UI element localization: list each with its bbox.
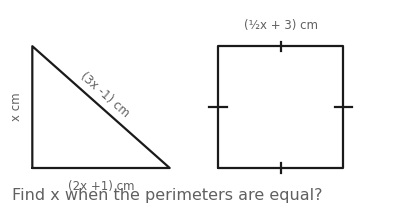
Text: Find x when the perimeters are equal?: Find x when the perimeters are equal? bbox=[12, 188, 323, 203]
Text: (3x -1) cm: (3x -1) cm bbox=[78, 70, 132, 119]
Text: x cm: x cm bbox=[10, 93, 23, 121]
Text: (½x + 3) cm: (½x + 3) cm bbox=[244, 19, 318, 32]
Text: (2x +1) cm: (2x +1) cm bbox=[68, 180, 134, 193]
